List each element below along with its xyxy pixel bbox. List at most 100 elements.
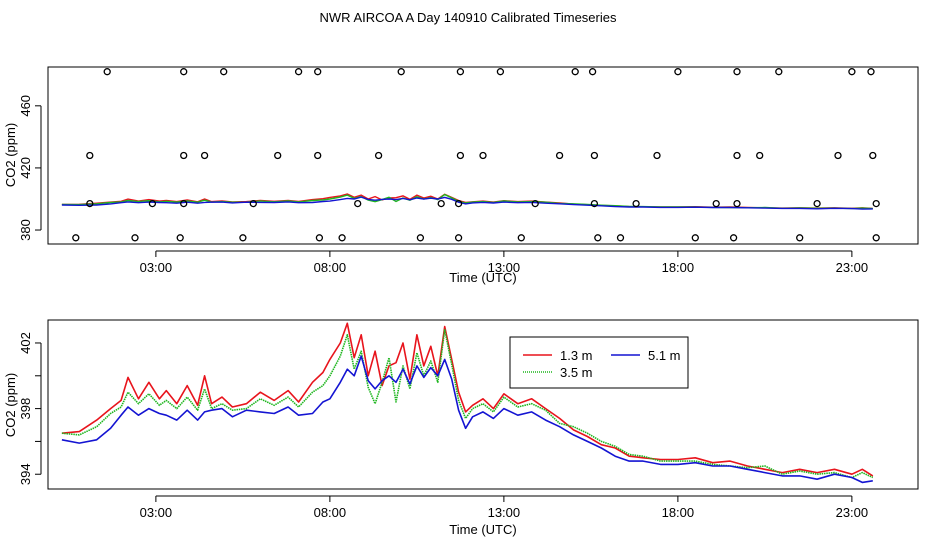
calibration-point [848, 68, 856, 76]
bottom-y-axis-label: CO2 (ppm) [3, 373, 18, 437]
calibration-point [200, 151, 209, 160]
calibration-point [775, 68, 783, 76]
calibration-point [338, 234, 346, 242]
x-tick-label: 13:00 [488, 260, 521, 275]
y-tick-label: 402 [18, 332, 33, 354]
calibration-point [733, 68, 741, 76]
calibration-point [437, 199, 445, 208]
calibration-point [180, 68, 188, 76]
calibration-point [712, 199, 720, 208]
x-tick-label: 03:00 [140, 505, 173, 520]
calibration-point [555, 151, 564, 160]
bottom-plot-frame [47, 319, 919, 490]
calibration-point [590, 151, 599, 160]
calibration-point [454, 234, 463, 242]
calibration-point [872, 234, 880, 242]
calibration-point [733, 151, 741, 160]
calibration-point [496, 68, 505, 76]
calibration-point [674, 68, 682, 76]
calibration-point [314, 68, 322, 76]
calibration-point [220, 68, 228, 76]
calibration-point [249, 199, 257, 208]
calibration-point [517, 234, 525, 242]
calibration-point [148, 199, 157, 208]
figure-title: NWR AIRCOA A Day 140910 Calibrated Times… [320, 10, 617, 25]
top-x-axis-label: Time (UTC) [449, 270, 516, 285]
calibration-point [456, 68, 465, 76]
top-plot-frame [47, 66, 919, 245]
bottom-x-axis: 03:00 08:00 13:00 18:00 23:00 [140, 495, 869, 520]
calibration-point [314, 151, 322, 160]
calibration-point [416, 234, 425, 242]
calibration-point [103, 68, 111, 76]
calibration-point [176, 234, 184, 242]
calibration-point [616, 234, 625, 242]
calibration-point [594, 234, 602, 242]
calibration-point [354, 199, 362, 208]
x-tick-label: 08:00 [314, 505, 347, 520]
calibration-point [571, 68, 579, 76]
x-tick-label: 23:00 [836, 505, 869, 520]
top-y-axis: 380 420 460 [18, 95, 42, 241]
calibration-point [691, 234, 699, 242]
calibration-point [834, 151, 842, 160]
calibration-point [456, 151, 465, 160]
bottom-x-axis-label: Time (UTC) [449, 522, 516, 537]
legend-label-5-1m: 5.1 m [648, 348, 681, 363]
calibration-point [867, 68, 875, 76]
calibration-point [180, 199, 188, 208]
calibration-point [479, 151, 487, 160]
y-tick-label: 460 [18, 95, 33, 117]
calibration-point [729, 234, 738, 242]
series-line-1-3m [61, 322, 874, 477]
calibration-point [374, 151, 383, 160]
calibration-point [872, 199, 880, 208]
bottom-series-lines [61, 322, 874, 484]
y-tick-label: 398 [18, 398, 33, 420]
calibration-point [756, 151, 764, 160]
top-panel: 03:00 08:00 13:00 18:00 23:00 380 420 460 Time… [3, 66, 919, 285]
calibration-point [86, 199, 94, 208]
calibration-point [180, 151, 188, 160]
bottom-y-axis: 394 398 402 [18, 332, 42, 485]
legend: 1.3 m 3.5 m 5.1 m [509, 336, 689, 389]
y-tick-label: 380 [18, 219, 33, 241]
x-tick-label: 23:00 [836, 260, 869, 275]
series-line-5-1m-top [61, 196, 873, 210]
calibration-point [454, 199, 463, 208]
y-tick-label: 394 [18, 463, 33, 485]
x-tick-label: 18:00 [662, 260, 695, 275]
calibration-point [294, 68, 303, 76]
calibration-point [590, 199, 599, 208]
calibration-point [531, 199, 539, 208]
calibration-point [397, 68, 405, 76]
calibration-point [315, 234, 324, 242]
legend-label-3-5m: 3.5 m [560, 365, 593, 380]
calibration-point [86, 151, 94, 160]
x-tick-label: 03:00 [140, 260, 173, 275]
x-tick-label: 13:00 [488, 505, 521, 520]
top-calibration-points [72, 68, 880, 242]
calibration-point [653, 151, 661, 160]
calibration-point [239, 234, 247, 242]
series-line-5-1m [61, 355, 873, 484]
x-tick-label: 08:00 [314, 260, 347, 275]
y-tick-label: 420 [18, 157, 33, 179]
series-line-3-5m [61, 329, 874, 479]
calibration-point [131, 234, 139, 242]
calibration-point [796, 234, 804, 242]
calibration-point [632, 199, 640, 208]
calibration-point [588, 68, 597, 76]
x-tick-label: 18:00 [662, 505, 695, 520]
bottom-panel: 03:00 08:00 13:00 18:00 23:00 394 398 402 Time… [3, 319, 919, 537]
calibration-point [274, 151, 282, 160]
top-y-axis-label: CO2 (ppm) [3, 123, 18, 187]
calibration-point [733, 199, 741, 208]
legend-label-1-3m: 1.3 m [560, 348, 593, 363]
calibration-point [869, 151, 877, 160]
top-series-lines [61, 193, 873, 210]
calibration-point [72, 234, 80, 242]
calibration-point [813, 199, 821, 208]
top-x-axis: 03:00 08:00 13:00 18:00 23:00 [140, 250, 869, 275]
